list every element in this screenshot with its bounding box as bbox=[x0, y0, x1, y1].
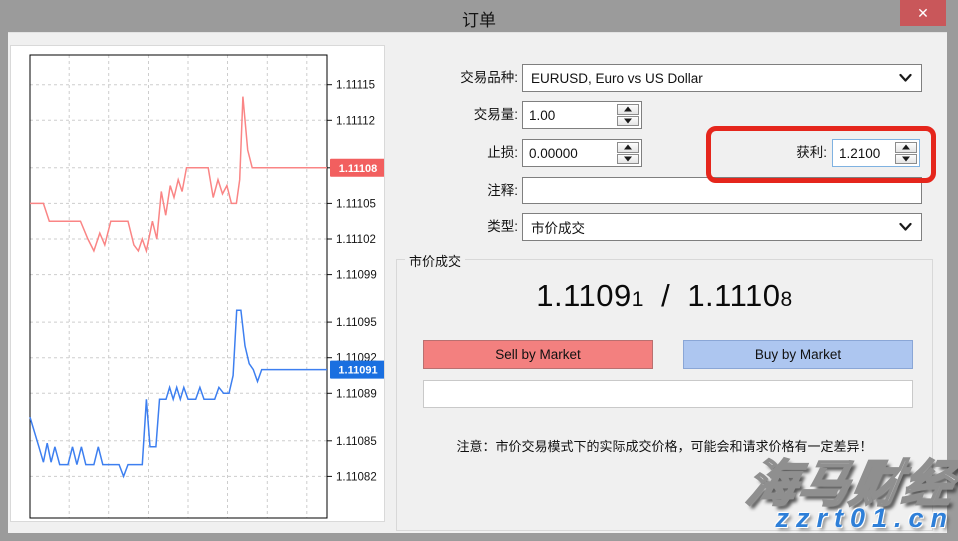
bid-price-last-digit: 1 bbox=[631, 288, 644, 311]
comment-input[interactable] bbox=[522, 177, 922, 204]
market-execution-group: 市价成交 1.11091 / 1.11108 Sell by Market Bu… bbox=[396, 251, 933, 531]
price-chart: 1.11115 1.11112 1.11105 1.11102 1.11099 1.110… bbox=[11, 46, 384, 521]
ask-price-last-digit: 8 bbox=[780, 288, 793, 311]
bid-price: 1.1109 bbox=[536, 278, 632, 313]
symbol-select[interactable]: EURUSD, Euro vs US Dollar bbox=[522, 64, 922, 92]
stoploss-spin-down-button[interactable] bbox=[617, 153, 639, 164]
svg-text:1.11115: 1.11115 bbox=[336, 80, 375, 92]
type-value: 市价成交 bbox=[531, 221, 585, 236]
svg-text:1.11105: 1.11105 bbox=[336, 198, 376, 210]
volume-input[interactable] bbox=[523, 102, 613, 128]
svg-text:1.11095: 1.11095 bbox=[336, 317, 377, 329]
symbol-value: EURUSD, Euro vs US Dollar bbox=[531, 70, 703, 86]
svg-text:1.11085: 1.11085 bbox=[336, 436, 377, 448]
sell-button[interactable]: Sell by Market bbox=[423, 340, 653, 369]
titlebar: 订单 ✕ bbox=[0, 0, 958, 32]
stoploss-spinbox bbox=[522, 139, 642, 167]
volume-spin-up-button[interactable] bbox=[617, 104, 639, 115]
ask-price: 1.1110 bbox=[687, 278, 781, 313]
svg-text:1.11091: 1.11091 bbox=[338, 365, 377, 377]
takeprofit-spin-up-button[interactable] bbox=[895, 142, 917, 153]
buy-button[interactable]: Buy by Market bbox=[683, 340, 913, 369]
dialog-title: 订单 bbox=[462, 11, 496, 30]
takeprofit-input[interactable] bbox=[833, 140, 891, 166]
quote-display: 1.11091 / 1.11108 bbox=[397, 278, 932, 314]
symbol-label: 交易品种: bbox=[460, 70, 518, 85]
svg-text:1.11099: 1.11099 bbox=[336, 270, 377, 282]
svg-text:1.11102: 1.11102 bbox=[336, 234, 376, 246]
chevron-down-icon bbox=[899, 73, 912, 83]
takeprofit-spin-down-button[interactable] bbox=[895, 153, 917, 164]
comment-label: 注释: bbox=[487, 183, 518, 198]
group-title: 市价成交 bbox=[405, 251, 466, 270]
svg-text:1.11112: 1.11112 bbox=[336, 115, 375, 127]
volume-spinbox bbox=[522, 101, 642, 129]
volume-spin-down-button[interactable] bbox=[617, 115, 639, 126]
type-select[interactable]: 市价成交 bbox=[522, 213, 922, 241]
volume-label: 交易量: bbox=[473, 107, 518, 122]
disabled-field bbox=[423, 380, 913, 408]
svg-text:1.11082: 1.11082 bbox=[336, 471, 377, 483]
type-label: 类型: bbox=[487, 219, 518, 234]
takeprofit-spinbox bbox=[832, 139, 920, 167]
svg-text:1.11108: 1.11108 bbox=[339, 163, 378, 175]
close-icon: ✕ bbox=[917, 5, 929, 21]
stoploss-input[interactable] bbox=[523, 140, 613, 166]
stoploss-label: 止损: bbox=[487, 145, 518, 160]
chevron-down-icon bbox=[899, 222, 912, 232]
tick-chart-panel: 1.11115 1.11112 1.11105 1.11102 1.11099 1.110… bbox=[10, 45, 385, 522]
close-button[interactable]: ✕ bbox=[900, 0, 946, 26]
execution-note: 注意：市价交易模式下的实际成交价格，可能会和请求价格有一定差异！ bbox=[456, 439, 873, 454]
stoploss-spin-up-button[interactable] bbox=[617, 142, 639, 153]
svg-text:1.11089: 1.11089 bbox=[336, 388, 377, 400]
takeprofit-label: 获利: bbox=[796, 145, 827, 160]
quote-separator: / bbox=[651, 278, 680, 313]
watermark-site: zzrt01.cn bbox=[775, 503, 954, 533]
